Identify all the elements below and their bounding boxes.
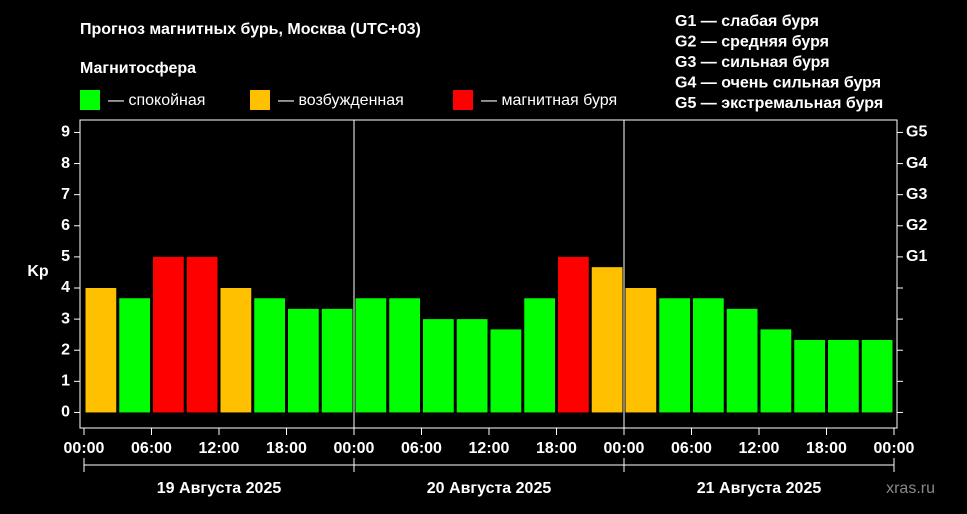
bar — [254, 298, 285, 413]
y2-tick-label: G2 — [906, 217, 927, 234]
y-tick-label: 8 — [61, 155, 70, 172]
bar — [153, 256, 184, 413]
y2-tick-label: G1 — [906, 248, 927, 265]
bar — [828, 339, 859, 413]
bar — [490, 329, 522, 413]
bar — [119, 298, 150, 413]
x-tick-label: 12:00 — [739, 440, 780, 457]
legend-label: — спокойная — [108, 92, 205, 109]
scale-note: G4 — очень сильная буря — [675, 75, 881, 92]
x-tick-label: 06:00 — [401, 440, 442, 457]
bar — [288, 308, 319, 413]
scale-note: G3 — сильная буря — [675, 54, 830, 71]
x-tick-label: 18:00 — [266, 440, 307, 457]
legend-swatch — [250, 90, 270, 110]
x-tick-label: 00:00 — [874, 440, 915, 457]
x-tick-label: 12:00 — [469, 440, 510, 457]
y2-tick-label: G4 — [906, 155, 927, 172]
x-tick-label: 06:00 — [131, 440, 172, 457]
bar — [220, 288, 252, 413]
bar — [558, 256, 589, 413]
y2-tick-label: G5 — [906, 124, 927, 141]
x-tick-label: 00:00 — [64, 440, 105, 457]
x-tick-label: 00:00 — [334, 440, 375, 457]
bar — [524, 298, 555, 413]
legend-title: Магнитосфера — [80, 60, 196, 77]
bar — [625, 288, 657, 413]
day-label: 20 Августа 2025 — [427, 480, 552, 497]
bar — [423, 319, 454, 413]
y-axis-label: Kp — [27, 263, 49, 280]
y-tick-label: 4 — [61, 279, 70, 296]
scale-note: G1 — слабая буря — [675, 13, 819, 30]
x-tick-label: 00:00 — [604, 440, 645, 457]
x-tick-label: 18:00 — [536, 440, 577, 457]
y-tick-label: 6 — [61, 217, 70, 234]
bar — [861, 339, 893, 413]
x-tick-label: 06:00 — [671, 440, 712, 457]
chart-title: Прогноз магнитных бурь, Москва (UTC+03) — [80, 21, 421, 38]
bar — [794, 339, 825, 413]
bar — [355, 298, 387, 413]
day-label: 21 Августа 2025 — [697, 480, 822, 497]
bar — [389, 298, 420, 413]
y-tick-label: 9 — [61, 124, 70, 141]
legend-label: — возбужденная — [278, 92, 404, 109]
legend-label: — магнитная буря — [481, 92, 617, 109]
bar — [760, 329, 792, 413]
y-tick-label: 5 — [61, 248, 70, 265]
x-tick-label: 12:00 — [199, 440, 240, 457]
bar — [186, 256, 218, 413]
y-tick-label: 0 — [61, 404, 70, 421]
legend-swatch — [453, 90, 473, 110]
bar — [726, 308, 758, 413]
y-tick-label: 7 — [61, 186, 70, 203]
y-tick-label: 3 — [61, 310, 70, 327]
scale-note: G5 — экстремальная буря — [675, 95, 883, 112]
bar — [591, 267, 623, 413]
day-label: 19 Августа 2025 — [157, 480, 282, 497]
y-tick-label: 1 — [61, 373, 70, 390]
legend-swatch — [80, 90, 100, 110]
scale-note: G2 — средняя буря — [675, 34, 829, 51]
y2-tick-label: G3 — [906, 186, 927, 203]
bar — [85, 288, 117, 413]
x-tick-label: 18:00 — [806, 440, 847, 457]
bar — [693, 298, 724, 413]
watermark: xras.ru — [886, 480, 935, 497]
bar — [456, 319, 488, 413]
bar — [321, 308, 353, 413]
bar — [659, 298, 690, 413]
y-tick-label: 2 — [61, 341, 70, 358]
